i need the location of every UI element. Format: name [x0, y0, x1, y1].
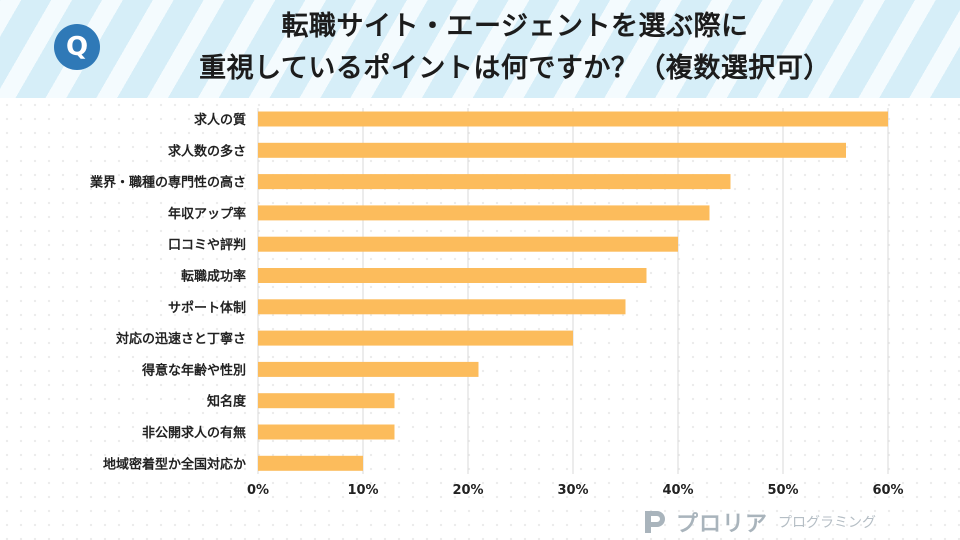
bar: [258, 205, 710, 221]
category-label: 知名度: [207, 394, 247, 410]
proria-logo-icon: [645, 511, 665, 533]
category-label: 得意な年齢や性別: [141, 362, 246, 378]
logo-name: プロリア: [676, 512, 769, 537]
question-badge: Q: [54, 24, 100, 70]
bar: [258, 174, 731, 190]
bar: [258, 111, 888, 127]
brand-logo: プロリア プログラミング: [640, 506, 940, 538]
title-line-2: 重視しているポイントは何ですか？（複数選択可）: [199, 53, 831, 84]
x-tick-label: 30%: [557, 483, 588, 498]
title-line-1: 転職サイト・エージェントを選ぶ際に: [281, 11, 749, 42]
category-label: 非公開求人の有無: [142, 425, 246, 441]
logo-subtitle: プログラミング: [778, 515, 877, 531]
bar: [258, 393, 395, 409]
category-label: 対応の迅速さと丁寧さ: [115, 331, 246, 347]
category-label: 業界・職種の専門性の高さ: [89, 175, 246, 191]
category-label: 口コミや評判: [168, 237, 246, 253]
x-tick-label: 60%: [872, 483, 903, 498]
chart-title: 転職サイト・エージェントを選ぶ際に 重視しているポイントは何ですか？（複数選択可…: [120, 6, 910, 90]
bar: [258, 299, 626, 315]
x-tick-label: 0%: [247, 483, 269, 498]
category-label: 転職成功率: [181, 269, 246, 285]
bar: [258, 330, 573, 346]
category-label: サポート体制: [168, 300, 246, 316]
x-tick-label: 20%: [452, 483, 483, 498]
bar: [258, 236, 678, 252]
bar: [258, 455, 363, 471]
category-label: 地域密着型か全国対応か: [103, 456, 246, 472]
category-label: 求人数の多さ: [168, 143, 246, 159]
x-tick-label: 50%: [767, 483, 798, 498]
category-label: 求人の質: [194, 112, 246, 128]
x-tick-label: 40%: [662, 483, 693, 498]
bar: [258, 361, 479, 377]
category-label: 年収アップ率: [168, 206, 246, 222]
bar: [258, 142, 846, 158]
bar: [258, 424, 395, 440]
x-tick-label: 10%: [347, 483, 378, 498]
bar: [258, 268, 647, 283]
header-banner: Q 転職サイト・エージェントを選ぶ際に 重視しているポイントは何ですか？（複数選…: [0, 0, 960, 98]
